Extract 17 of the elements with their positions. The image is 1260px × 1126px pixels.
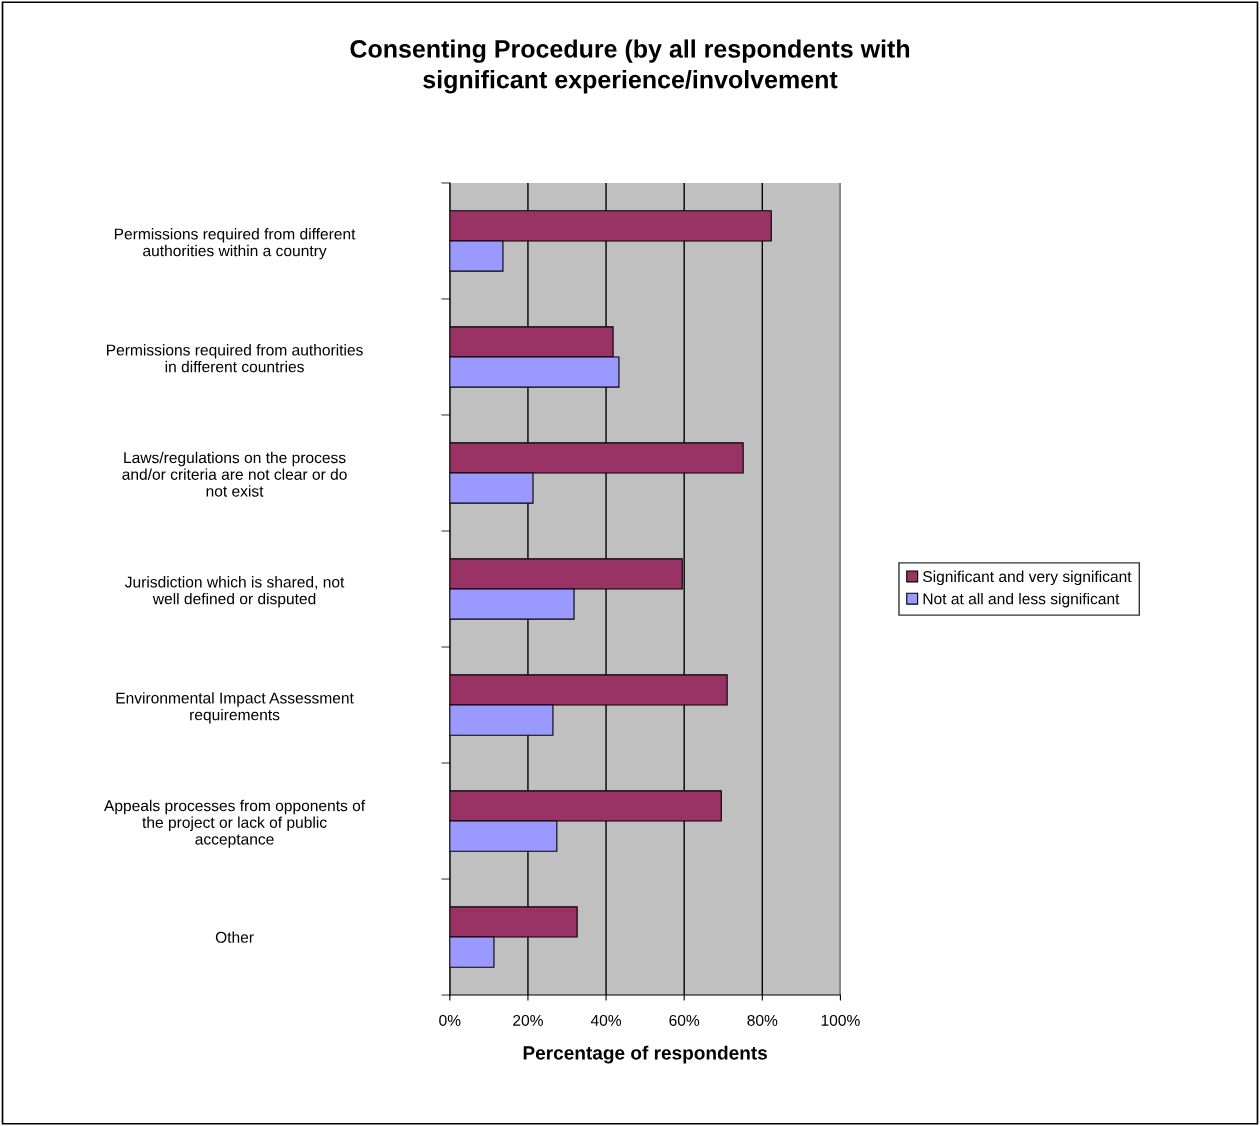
legend-label: Significant and very significant: [923, 570, 1132, 586]
x-tick-label: 60%: [669, 1014, 700, 1026]
x-tick-label: 40%: [590, 1014, 622, 1026]
y-tick-label: Appeals processes from opponents of the project or lack of public acceptance: [104, 799, 366, 848]
chart-title: Consenting Procedure (by all respondents with significant experience/involvement: [350, 39, 910, 94]
x-tick-label: 20%: [513, 1014, 543, 1026]
y-tick-label: Permissions required from authorities in different countries: [107, 344, 363, 373]
x-tick-label: 0%: [439, 1014, 461, 1026]
y-tick-label: Environmental Impact Assessment requirements: [116, 692, 354, 724]
y-tick-label: Jurisdiction which is shared, not well defined or disputed: [124, 576, 345, 608]
x-axis-title: Percentage of respondents: [523, 1045, 767, 1064]
y-tick-label: Permissions required from different authorities within a country: [114, 228, 356, 260]
legend-label: Not at all and less significant: [923, 592, 1120, 608]
x-tick-label: 100%: [821, 1014, 860, 1026]
y-tick-label: Other: [215, 931, 254, 943]
x-tick-label: 80%: [747, 1014, 778, 1026]
y-tick-label: Laws/regulations on the process and/or criteria are not clear or do not exist: [122, 451, 347, 497]
